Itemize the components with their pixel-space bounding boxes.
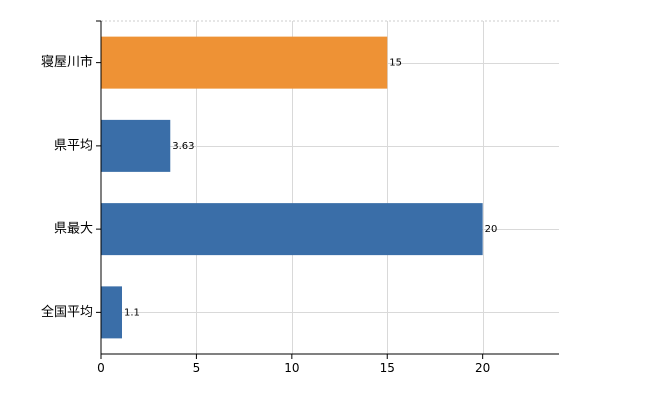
bar	[101, 119, 171, 172]
x-tick-label: 20	[475, 361, 490, 375]
bar	[101, 36, 388, 89]
data-label: 20	[485, 224, 498, 235]
category-label: 全国平均	[41, 304, 93, 320]
bar	[101, 203, 483, 256]
data-label: 1.1	[124, 307, 140, 318]
data-label: 15	[389, 58, 402, 69]
data-label: 3.63	[172, 141, 194, 152]
axes-layer	[96, 20, 559, 359]
x-tick-label: 15	[380, 361, 395, 375]
x-tick-label: 10	[284, 361, 299, 375]
labels-layer: 寝屋川市 15 県平均 3.63 県最大 20 全国平均 1.1 0 5 10 15 20	[41, 54, 497, 375]
category-label: 県最大	[54, 222, 93, 237]
bar	[101, 286, 122, 339]
x-tick-label: 5	[193, 361, 201, 375]
bars-layer	[101, 36, 483, 339]
category-label: 県平均	[54, 138, 93, 153]
x-tick-label: 0	[97, 361, 105, 375]
category-label: 寝屋川市	[41, 54, 93, 70]
